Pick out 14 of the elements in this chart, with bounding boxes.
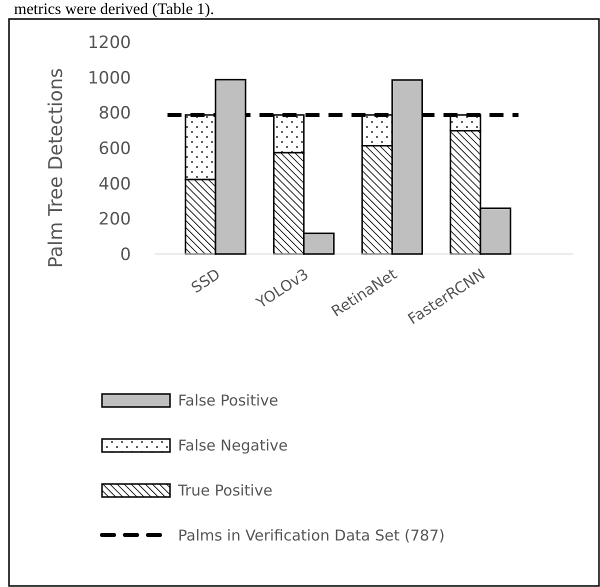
y-axis-title: Palm Tree Detections	[45, 68, 67, 268]
y-tick-label: 1200	[88, 32, 131, 53]
x-tick-label: SSD	[188, 265, 224, 297]
y-tick-label: 600	[98, 138, 131, 159]
legend-label: Palms in Verification Data Set (787)	[178, 526, 445, 544]
legend-label: True Positive	[177, 481, 272, 500]
y-tick-label: 1000	[88, 68, 131, 88]
y-tick-label: 0	[120, 244, 131, 265]
text: metrics were derived (Table 1).	[14, 1, 214, 18]
y-tick-label: 400	[98, 174, 131, 194]
y-tick-label: 800	[98, 104, 131, 124]
legend-label: False Positive	[178, 391, 278, 410]
y-tick-label: 200	[98, 210, 131, 230]
legend-label: False Negative	[178, 436, 288, 454]
